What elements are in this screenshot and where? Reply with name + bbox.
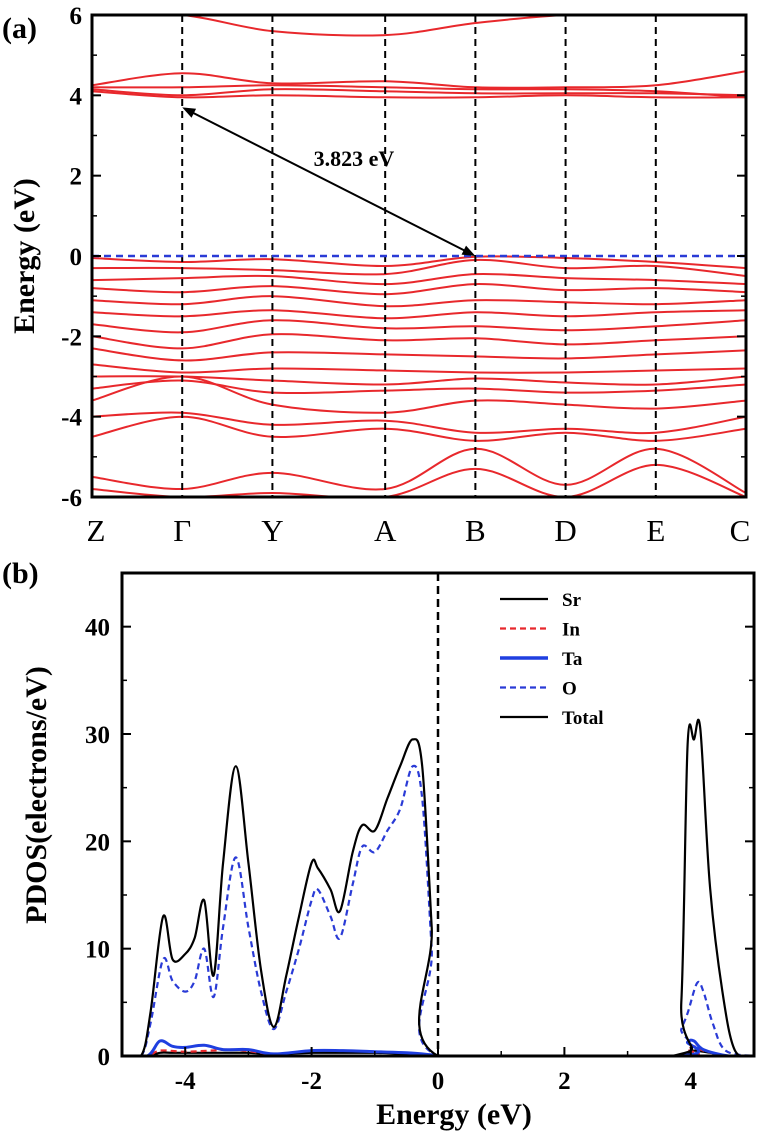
k-point-label: B bbox=[465, 513, 486, 548]
conduction-band bbox=[92, 15, 746, 37]
band-gap-arrow-head-start bbox=[182, 107, 197, 118]
pdos-y-tick-label: 10 bbox=[85, 937, 110, 964]
pdos-x-tick-label: -4 bbox=[175, 1068, 196, 1095]
valence-band bbox=[92, 411, 746, 435]
legend-label-sr: Sr bbox=[562, 590, 582, 611]
band-y-tick-label: -4 bbox=[61, 405, 82, 432]
valence-band bbox=[92, 379, 746, 395]
pdos-y-tick-label: 0 bbox=[98, 1044, 111, 1071]
conduction-band bbox=[92, 70, 746, 89]
band-y-tick-label: 2 bbox=[70, 164, 83, 191]
pdos-x-tick-label: 0 bbox=[432, 1068, 445, 1095]
valence-band bbox=[92, 447, 746, 494]
conduction-band bbox=[92, 84, 746, 99]
pdos-plot-area bbox=[120, 571, 756, 1058]
band-plot-area bbox=[90, 13, 748, 499]
panel-b-label: (b) bbox=[2, 557, 39, 590]
band-y-tick-label: 6 bbox=[70, 3, 83, 30]
valence-band bbox=[92, 415, 746, 442]
band-gap-arrow-head-end bbox=[461, 245, 476, 256]
valence-band bbox=[92, 272, 746, 286]
valence-band bbox=[92, 283, 746, 296]
pdos-legend: Sr In Ta O Total bbox=[500, 590, 604, 729]
pdos-x-tick-label: -2 bbox=[301, 1068, 322, 1095]
k-point-label: E bbox=[646, 513, 665, 548]
legend-label-ta: Ta bbox=[562, 649, 583, 670]
pdos-y-ticks: 0 10 20 30 40 bbox=[85, 572, 754, 1071]
pdos-x-ticks: -4 -2 0 2 4 bbox=[121, 1047, 755, 1095]
k-point-label: Γ bbox=[173, 513, 191, 548]
pdos-x-tick-label: 2 bbox=[558, 1068, 571, 1095]
valence-band bbox=[92, 258, 746, 278]
band-gap-arrow-line bbox=[187, 109, 470, 254]
pdos-series-ta bbox=[122, 1038, 754, 1056]
conduction-band bbox=[92, 88, 746, 97]
pdos-panel: (b) 0 10 20 30 40 -4 -2 0 2 4 Sr In Ta O Total PDOS(… bbox=[2, 557, 756, 1131]
pdos-y-tick-label: 40 bbox=[85, 615, 110, 642]
k-point-label: A bbox=[374, 513, 397, 548]
band-structure-panel: (a) -6 -4 -2 0 2 4 6 Z Γ Y A B D E C Energy (eV) 3.82… bbox=[2, 3, 750, 548]
legend-label-o: O bbox=[562, 679, 577, 700]
k-point-label: Z bbox=[87, 513, 106, 548]
valence-band bbox=[92, 463, 746, 497]
valence-band bbox=[92, 309, 746, 320]
band-y-tick-label: 0 bbox=[70, 244, 83, 271]
bands-group bbox=[92, 15, 746, 497]
valence-band bbox=[92, 347, 746, 362]
band-gap-annotation: 3.823 eV bbox=[314, 146, 395, 171]
pdos-series-total bbox=[122, 718, 754, 1056]
band-y-tick-label: -2 bbox=[61, 324, 82, 351]
conduction-band bbox=[92, 90, 746, 99]
k-point-label: D bbox=[554, 513, 576, 548]
panel-a-label: (a) bbox=[2, 12, 37, 45]
pdos-y-tick-label: 30 bbox=[85, 722, 110, 749]
band-y-axis-label: Energy (eV) bbox=[8, 178, 41, 334]
pdos-x-tick-label: 4 bbox=[685, 1068, 698, 1095]
pdos-x-axis-label: Energy (eV) bbox=[376, 1098, 532, 1131]
legend-label-total: Total bbox=[562, 708, 604, 729]
band-y-tick-label: -6 bbox=[61, 485, 82, 512]
valence-band bbox=[92, 375, 746, 414]
legend-label-in: In bbox=[562, 620, 580, 641]
k-point-label: C bbox=[730, 513, 751, 548]
valence-band bbox=[92, 295, 746, 308]
valence-band bbox=[92, 255, 746, 270]
band-y-tick-label: 4 bbox=[70, 83, 83, 110]
valence-band bbox=[92, 333, 746, 350]
valence-band bbox=[92, 319, 746, 334]
band-y-ticks: -6 -4 -2 0 2 4 6 bbox=[61, 3, 746, 512]
pdos-y-axis-label: PDOS(electrons/eV) bbox=[20, 666, 53, 924]
valence-band bbox=[92, 363, 746, 374]
k-point-label: Y bbox=[261, 513, 283, 548]
pdos-y-tick-label: 20 bbox=[85, 829, 110, 856]
